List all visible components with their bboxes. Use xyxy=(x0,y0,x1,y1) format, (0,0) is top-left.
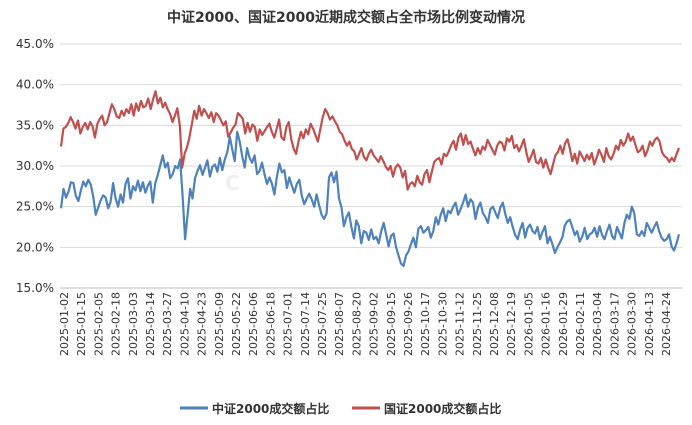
y-axis-ticks: 15.0% 20.0% 25.0% 30.0% 35.0% 40.0% 45.0% xyxy=(16,37,54,295)
x-tick-label: 2026-03-17 xyxy=(608,292,621,356)
x-tick-label: 2026-01-05 xyxy=(522,292,535,356)
legend: 中证2000成交额占比 国证2000成交额占比 xyxy=(180,401,501,416)
x-tick-label: 2025-12-08 xyxy=(488,292,501,356)
x-tick-label: 2025-05-22 xyxy=(230,292,243,356)
x-tick-label: 2025-12-19 xyxy=(505,292,518,356)
x-tick-label: 2026-03-30 xyxy=(626,292,639,356)
y-tick-label: 35.0% xyxy=(16,118,54,132)
x-tick-label: 2025-04-23 xyxy=(196,292,209,356)
x-tick-label: 2025-03-27 xyxy=(161,292,174,356)
legend-label-series-0: 中证2000成交额占比 xyxy=(212,401,329,416)
x-tick-label: 2025-09-15 xyxy=(385,292,398,356)
x-tick-label: 2025-04-10 xyxy=(178,292,191,356)
grid-lines xyxy=(60,43,682,248)
y-tick-label: 20.0% xyxy=(16,240,54,254)
x-tick-label: 2025-07-14 xyxy=(299,292,312,356)
y-tick-label: 45.0% xyxy=(16,37,54,51)
x-tick-label: 2025-02-18 xyxy=(110,292,123,356)
y-tick-label: 15.0% xyxy=(16,281,54,295)
x-tick-label: 2025-06-06 xyxy=(247,292,260,356)
x-tick-label: 2026-02-11 xyxy=(574,292,587,356)
x-tick-label: 2025-06-18 xyxy=(264,292,277,356)
x-tick-label: 2025-09-02 xyxy=(368,292,381,356)
x-tick-label: 2025-05-09 xyxy=(213,292,226,356)
chart-title: 中证2000、国证2000近期成交额占全市场比例变动情况 xyxy=(167,9,525,26)
legend-label-series-1: 国证2000成交额占比 xyxy=(384,401,501,416)
x-tick-label: 2025-02-05 xyxy=(92,292,105,356)
series-lines xyxy=(59,90,681,268)
x-tick-label: 2026-04-24 xyxy=(660,292,673,356)
x-tick-label: 2025-09-26 xyxy=(402,292,415,356)
x-tick-label: 2025-11-25 xyxy=(471,292,484,356)
x-axis-ticks: 2025-01-02 2025-01-15 2025-02-05 2025-02-18… xyxy=(58,292,673,356)
x-tick-label: 2025-08-20 xyxy=(350,292,363,356)
x-tick-label: 2025-10-17 xyxy=(419,292,432,356)
x-tick-label: 2025-11-12 xyxy=(454,292,467,356)
y-tick-label: 25.0% xyxy=(16,200,54,214)
x-tick-label: 2026-01-16 xyxy=(540,292,553,356)
x-tick-label: 2025-10-30 xyxy=(436,292,449,356)
x-tick-label: 2025-07-01 xyxy=(282,292,295,356)
y-tick-label: 30.0% xyxy=(16,159,54,173)
series-line-1 xyxy=(59,90,681,191)
x-tick-label: 2026-03-04 xyxy=(591,292,604,356)
x-tick-label: 2025-03-03 xyxy=(127,292,140,356)
x-tick-label: 2025-01-15 xyxy=(75,292,88,356)
x-tick-label: 2025-07-25 xyxy=(316,292,329,356)
series-line-0 xyxy=(59,130,681,268)
x-tick-label: 2026-01-29 xyxy=(557,292,570,356)
watermark: C xyxy=(225,171,240,195)
x-tick-label: 2025-01-02 xyxy=(58,292,71,356)
x-tick-label: 2026-04-13 xyxy=(643,292,656,356)
x-tick-label: 2025-03-14 xyxy=(144,292,157,356)
x-tick-label: 2025-08-07 xyxy=(333,292,346,356)
y-tick-label: 40.0% xyxy=(16,78,54,92)
